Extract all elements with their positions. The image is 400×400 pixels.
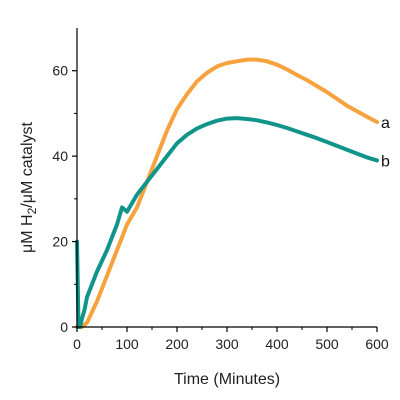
series-line-a (75, 57, 379, 329)
axes: 0 100 200 300 400 500 600 0 20 40 60 (52, 28, 389, 352)
x-axis-title: Time (Minutes) (174, 371, 280, 388)
x-tick-label-100: 100 (115, 336, 139, 352)
y-tick-label-0: 0 (60, 319, 68, 335)
y-tick-label-40: 40 (52, 148, 68, 164)
x-tick-label-600: 600 (365, 336, 389, 352)
series-label-b: b (381, 153, 390, 170)
x-tick-label-0: 0 (73, 336, 81, 352)
x-tick-label-300: 300 (215, 336, 239, 352)
x-tick-label-500: 500 (315, 336, 339, 352)
series-label-a: a (381, 115, 390, 132)
x-tick-label-200: 200 (165, 336, 189, 352)
series-line-b (75, 116, 379, 329)
x-tick-label-400: 400 (265, 336, 289, 352)
y-axis-title: μM H2/μM catalyst (19, 121, 39, 252)
y-tick-label-60: 60 (52, 63, 68, 79)
plot-lines (75, 57, 379, 329)
labels: a b Time (Minutes) μM H2/μM catalyst (19, 115, 390, 388)
y-tick-label-20: 20 (52, 234, 68, 250)
